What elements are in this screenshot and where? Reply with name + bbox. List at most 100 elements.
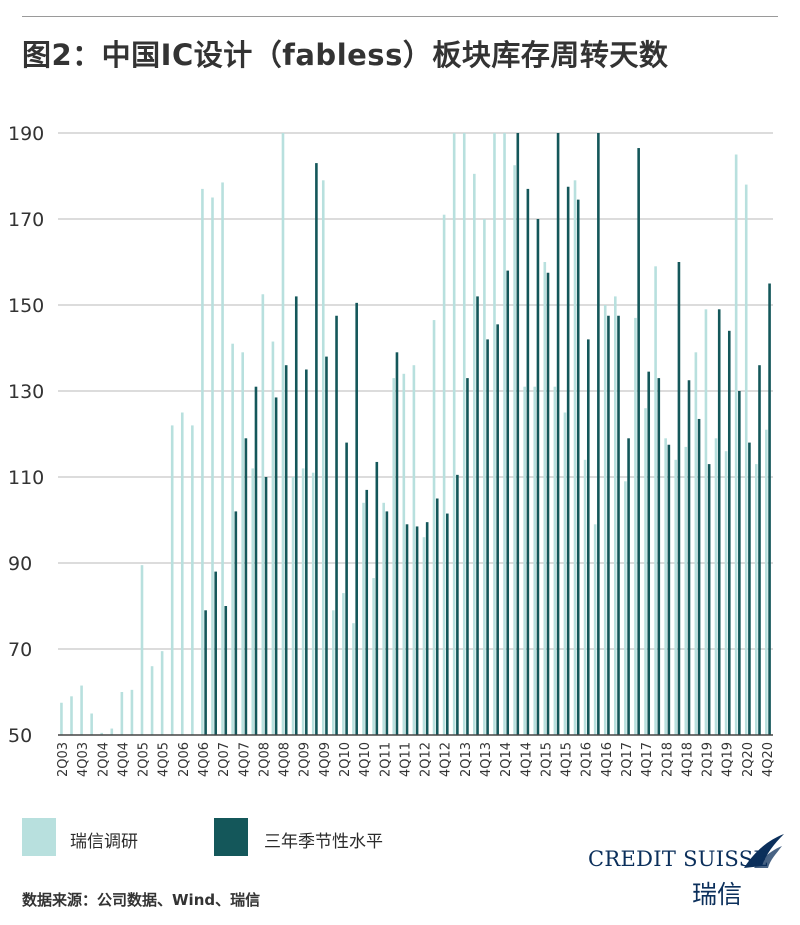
bar-seasonal (617, 315, 620, 735)
x-tick-label: 2Q16 (580, 742, 595, 777)
bar-seasonal (556, 133, 560, 735)
bar-survey (614, 296, 617, 735)
bar-seasonal (264, 477, 268, 735)
y-tick-label: 190 (8, 123, 44, 145)
x-tick-label: 2Q15 (539, 742, 554, 777)
bar-survey (261, 294, 265, 735)
bar-survey (563, 412, 567, 735)
bar-survey (221, 182, 224, 735)
bar-survey (352, 623, 355, 735)
chart-title: 图2：中国IC设计（fabless）板块库存周转天数 (22, 38, 669, 72)
bar-survey (654, 266, 657, 735)
bar-survey (402, 373, 406, 735)
y-tick-label: 90 (8, 553, 32, 575)
bar-seasonal (274, 397, 278, 735)
bar-seasonal (516, 133, 520, 735)
bar-survey (744, 184, 748, 736)
y-tick-label: 130 (8, 381, 44, 403)
bar-survey (432, 320, 436, 735)
bar-seasonal (707, 464, 711, 735)
bar-seasonal (446, 513, 449, 735)
bar-survey (483, 219, 486, 735)
x-tick-label: 4Q11 (398, 742, 413, 777)
bar-seasonal (597, 133, 600, 735)
bar-survey (754, 464, 758, 735)
bar-seasonal (305, 369, 308, 735)
top-rule (22, 16, 778, 17)
bar-survey (191, 425, 194, 735)
bar-seasonal (425, 522, 429, 735)
bar-survey (694, 352, 698, 735)
bar-seasonal (435, 498, 439, 735)
bar-seasonal (506, 270, 510, 735)
x-tick-label: 2Q17 (620, 742, 635, 777)
bar-survey (120, 692, 124, 735)
bar-seasonal (355, 302, 358, 735)
gridlines (58, 132, 773, 650)
bar-seasonal (375, 461, 379, 735)
bar-survey (90, 713, 93, 735)
bar-survey (493, 133, 496, 735)
bar-seasonal (647, 371, 651, 735)
bar-survey (201, 188, 204, 735)
bar-survey (603, 305, 607, 735)
x-tick-label: 4Q13 (479, 742, 494, 777)
y-tick-label: 170 (8, 209, 44, 231)
bar-seasonal (204, 610, 207, 735)
bar-survey (150, 666, 154, 735)
axes: 50 70 90 110 130 150 170 190 2Q03 4Q03 2Q04 4Q04 2Q0… (8, 123, 776, 777)
bar-survey (734, 154, 738, 735)
bar-survey (583, 459, 587, 735)
bar-seasonal (385, 511, 389, 735)
logo-chinese-name: 瑞信 (692, 880, 743, 909)
bar-seasonal (456, 474, 459, 735)
bar-seasonal (627, 438, 630, 735)
bar-survey (80, 685, 83, 735)
y-tick-label: 150 (8, 295, 44, 317)
bar-seasonal (546, 272, 550, 735)
x-tick-label: 4Q17 (640, 742, 655, 777)
y-tick-label: 110 (8, 467, 44, 489)
bar-survey (624, 481, 627, 735)
bar-seasonal (234, 511, 238, 735)
bar-seasonal (586, 339, 590, 735)
x-tick-label: 4Q10 (358, 742, 373, 777)
x-tick-label: 4Q20 (761, 742, 776, 777)
legend-label-seasonal: 三年季节性水平 (264, 832, 383, 852)
x-tick-label: 4Q03 (76, 742, 91, 777)
x-tick-label: 2Q07 (217, 742, 232, 777)
bar-survey (452, 133, 456, 735)
bar-survey (130, 689, 134, 735)
bar-survey (724, 451, 728, 735)
bar-seasonal (526, 188, 530, 735)
x-tick-label: 2Q08 (257, 742, 272, 777)
bar-survey (60, 702, 63, 735)
bar-seasonal (395, 352, 399, 735)
x-tick-label: 4Q05 (157, 742, 172, 777)
bar-survey (100, 732, 104, 735)
bar-survey (170, 425, 174, 735)
bar-seasonal (496, 324, 499, 735)
bar-seasonal (717, 309, 721, 735)
legend-swatch-survey (22, 818, 56, 856)
bar-survey (634, 317, 637, 735)
x-tick-label: 2Q13 (459, 742, 474, 777)
bar-seasonal (335, 315, 338, 735)
x-tick-label: 4Q12 (439, 742, 454, 777)
bar-survey (251, 468, 255, 735)
bar-survey (573, 180, 577, 736)
bar-seasonal (415, 526, 419, 735)
x-tick-label: 2Q20 (741, 742, 756, 777)
bar-survey (372, 578, 375, 735)
x-tick-label: 2Q04 (96, 742, 111, 777)
legend-label-survey: 瑞信调研 (70, 832, 138, 852)
x-tick-label: 4Q04 (116, 742, 131, 777)
bar-survey (291, 477, 295, 735)
bar-survey (684, 446, 688, 735)
bar-survey (412, 365, 416, 735)
bar-survey (714, 438, 718, 735)
bar-seasonal (365, 489, 369, 735)
x-tick-label: 4Q15 (560, 742, 575, 777)
bar-survey (241, 352, 245, 735)
